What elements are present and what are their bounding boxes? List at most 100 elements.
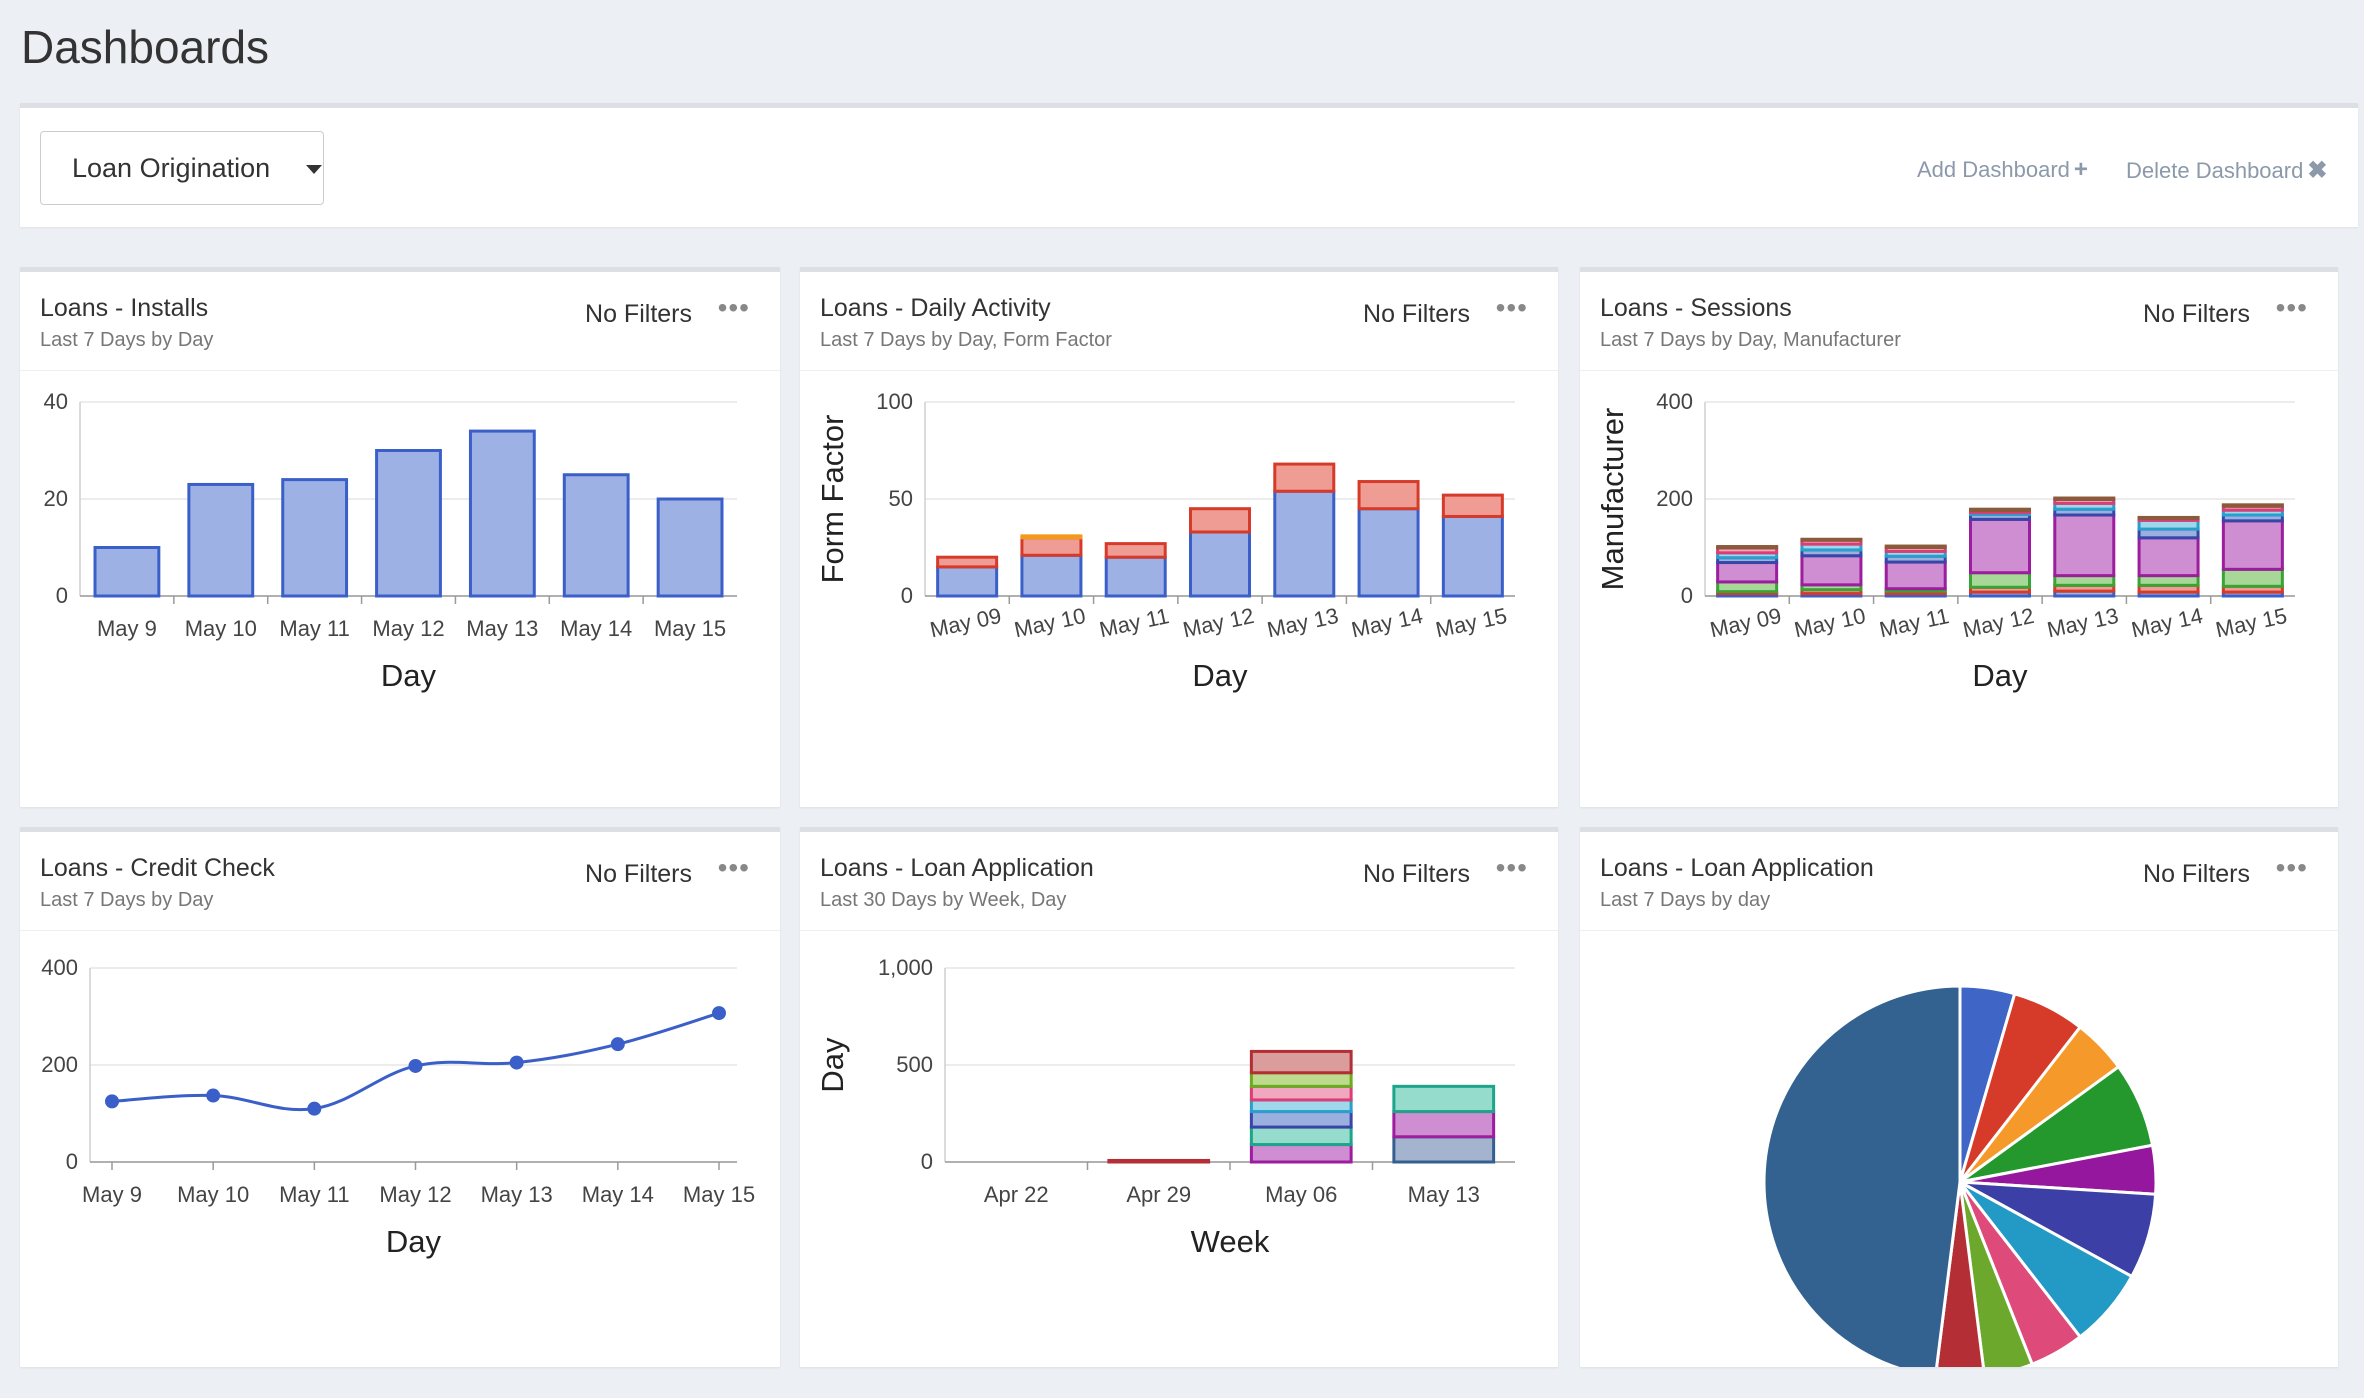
filter-button[interactable]: No Filters	[585, 860, 692, 888]
bar	[187, 482, 255, 598]
delete-dashboard-label: Delete Dashboard	[2126, 157, 2304, 183]
dashboard-select-value: Loan Origination	[72, 152, 271, 183]
caret-down-icon	[306, 165, 322, 174]
card-installs: Loans - Installs Last 7 Days by Day No F…	[20, 267, 780, 807]
bar	[2137, 536, 2200, 578]
bar	[1884, 544, 1947, 549]
x-tick-label: May 14	[1349, 603, 1425, 642]
bar	[2221, 519, 2284, 571]
x-tick-label: May 10	[185, 616, 257, 641]
y-tick-label: 200	[1656, 486, 1693, 511]
bar	[1716, 561, 1779, 584]
y-tick-label: 0	[66, 1149, 78, 1174]
filter-button[interactable]: No Filters	[1363, 860, 1470, 888]
filter-button[interactable]: No Filters	[2143, 300, 2250, 328]
dashboard-select[interactable]: Loan Origination	[40, 131, 324, 205]
card-subtitle: Last 7 Days by Day	[40, 329, 214, 351]
x-tick-label: May 11	[1097, 603, 1171, 642]
sessions-chart: 0 200 400 Manufacturer Day May 09 May 10 May 11…	[1595, 389, 2295, 693]
card-header: Loans - Loan Application Last 30 Days by…	[800, 832, 1558, 931]
x-tick-label: May 14	[582, 1182, 654, 1207]
bar	[1020, 536, 1083, 557]
data-point	[509, 1055, 524, 1070]
x-tick-label: May 06	[1265, 1182, 1337, 1207]
y-tick-label: 500	[896, 1052, 933, 1077]
filter-button[interactable]: No Filters	[2143, 860, 2250, 888]
x-tick-label: May 11	[279, 616, 350, 641]
x-tick-label: May 11	[279, 1182, 350, 1207]
x-axis-title: Day	[386, 1224, 442, 1259]
pie-slice	[1935, 1181, 1985, 1367]
data-point	[206, 1088, 221, 1103]
y-tick-label: 400	[1656, 389, 1693, 414]
bar	[1189, 530, 1251, 598]
loan-application-weekly-chart: 0 500 1,000 Day Week Apr 22 Apr 29 May 06 May 13	[815, 955, 1515, 1259]
x-tick-label: May 09	[928, 603, 1004, 642]
bar	[656, 497, 724, 598]
bar	[1249, 1098, 1353, 1114]
bar	[2137, 515, 2200, 520]
bar	[2053, 513, 2116, 578]
data-point	[408, 1058, 423, 1073]
y-tick-label: 0	[921, 1149, 933, 1174]
filter-button[interactable]: No Filters	[1363, 300, 1470, 328]
add-dashboard-button[interactable]: Add Dashboard +	[1917, 156, 2088, 184]
bar	[1392, 1110, 1496, 1139]
bar	[1249, 1110, 1353, 1129]
more-options-icon[interactable]: •••	[2275, 852, 2308, 883]
y-tick-label: 200	[41, 1052, 78, 1077]
y-axis-title: Manufacturer	[1595, 408, 1630, 591]
card-credit-check: Loans - Credit Check Last 7 Days by Day …	[20, 827, 780, 1367]
bar	[1357, 507, 1420, 598]
y-tick-label: 400	[41, 955, 78, 980]
filter-button[interactable]: No Filters	[585, 300, 692, 328]
card-header: Loans - Installs Last 7 Days by Day No F…	[20, 272, 780, 371]
close-icon: ✖	[2307, 157, 2328, 184]
credit-check-chart: 0 200 400 Day May 9 May 10 May 11 May 12 May 13 M…	[41, 955, 755, 1259]
card-title: Loans - Installs	[40, 294, 209, 322]
x-tick-label: May 14	[560, 616, 632, 641]
card-header: Loans - Sessions Last 7 Days by Day, Man…	[1580, 272, 2338, 371]
x-tick-label: Apr 29	[1126, 1182, 1191, 1207]
delete-dashboard-button[interactable]: Delete Dashboard ✖	[2126, 156, 2327, 185]
x-tick-label: May 9	[82, 1182, 142, 1207]
x-tick-label: May 12	[372, 616, 444, 641]
x-tick-label: May 13	[1265, 603, 1341, 642]
more-options-icon[interactable]: •••	[1495, 852, 1528, 883]
more-options-icon[interactable]: •••	[717, 852, 750, 883]
x-tick-label: May 13	[466, 616, 538, 641]
card-header: Loans - Credit Check Last 7 Days by Day …	[20, 832, 780, 931]
data-point	[105, 1094, 119, 1109]
card-title: Loans - Sessions	[1600, 294, 1792, 322]
card-subtitle: Last 30 Days by Week, Day	[820, 889, 1067, 911]
more-options-icon[interactable]: •••	[2275, 292, 2308, 323]
card-header: Loans - Loan Application Last 7 Days by …	[1580, 832, 2338, 931]
y-tick-label: 1,000	[878, 955, 933, 980]
bar	[1884, 560, 1947, 591]
bar	[281, 478, 349, 598]
bar	[1189, 507, 1251, 534]
bar	[562, 473, 630, 598]
card-loan-application-pie: Loans - Loan Application Last 7 Days by …	[1580, 827, 2338, 1367]
bar	[1441, 514, 1504, 598]
bar	[2221, 567, 2284, 588]
x-tick-label: May 15	[654, 616, 726, 641]
x-axis-title: Week	[1191, 1224, 1270, 1259]
more-options-icon[interactable]: •••	[717, 292, 750, 323]
bar	[93, 546, 161, 598]
bar	[2221, 503, 2284, 508]
card-title: Loans - Loan Application	[1600, 854, 1874, 882]
y-tick-label: 100	[876, 389, 913, 414]
bar	[1716, 545, 1779, 550]
bar	[1104, 555, 1167, 598]
bar	[1800, 537, 1863, 542]
card-daily-activity: Loans - Daily Activity Last 7 Days by Da…	[800, 267, 1558, 807]
x-tick-label: May 10	[1792, 603, 1868, 642]
bar	[1800, 554, 1863, 587]
x-tick-label: May 15	[683, 1182, 755, 1207]
more-options-icon[interactable]: •••	[1495, 292, 1528, 323]
x-tick-label: May 10	[177, 1182, 249, 1207]
data-point	[307, 1101, 322, 1116]
card-subtitle: Last 7 Days by Day	[40, 889, 214, 911]
bar	[1969, 517, 2031, 575]
